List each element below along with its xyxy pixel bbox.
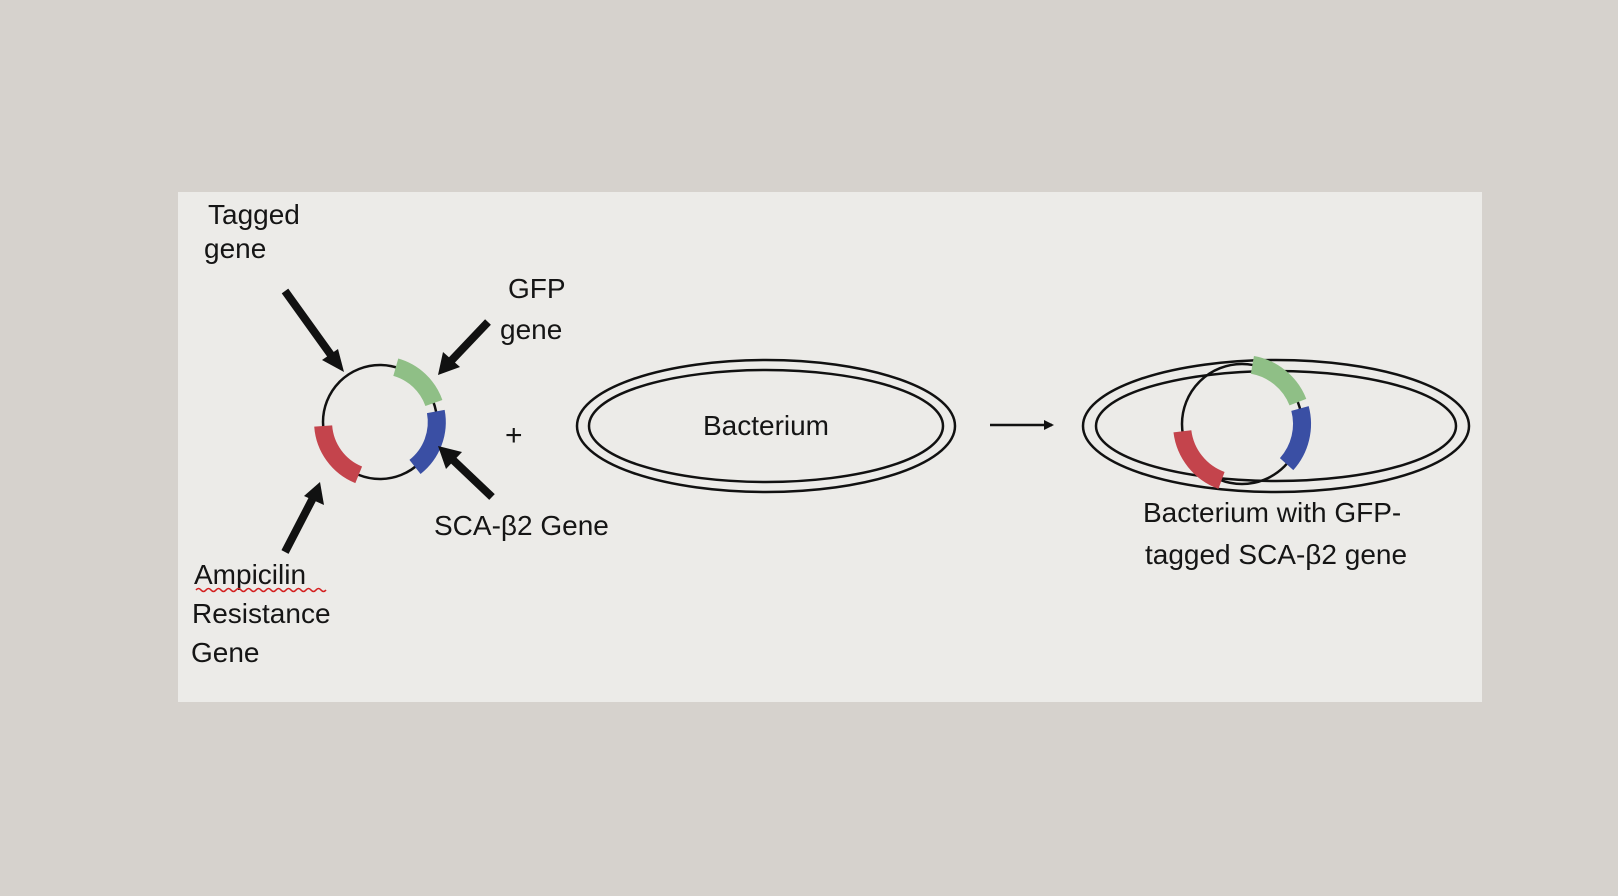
bacterium-label: Bacterium [703,410,829,441]
gfp-gene-arrow [447,319,491,365]
tagged-gene-label: Tagged gene [204,199,308,264]
tagged-gene-label-line-2: gene [204,233,266,264]
tagged-gene-label-line-1: Tagged [208,199,300,230]
tagged-gene-arrowhead [322,349,344,372]
gfp-segment [392,358,443,407]
ampicilin-label-line-3: Gene [191,637,260,668]
spellcheck-underline [195,587,327,593]
ampicilin-arrowhead [304,482,324,505]
ampicilin-label-line-1: Ampicilin [194,559,306,590]
gfp-gene-arrowhead [438,352,460,375]
ampicilin-label: Ampicilin Resistance Gene [191,559,338,668]
gfp-gene-label: GFP gene [500,273,573,345]
bacterium-outer-membrane [575,358,957,494]
tagged-gene-arrow [281,288,340,365]
sca-gene-arrowhead [438,446,462,469]
bacterium: Bacterium [575,358,957,494]
ampicilin-arrow [281,494,318,554]
inner-gfp-segment [1250,356,1307,406]
gfp-gene-label-line-1: GFP [508,273,565,304]
transformed-outer-membrane [1081,358,1471,494]
bacterium-inner-membrane [587,368,945,484]
plus-sign: + [505,419,523,452]
sca-gene-label: SCA-β2 Gene [434,510,609,541]
paper-background [178,192,1482,702]
transformed-bacterium [1081,356,1471,494]
result-label: Bacterium with GFP- tagged SCA-β2 gene [1143,497,1409,570]
inner-sca-segment [1279,406,1311,471]
sca-gene-arrow [449,456,495,500]
gfp-gene-label-line-2: gene [500,314,562,345]
inner-ampicilin-segment [1173,429,1225,489]
plasmid [314,358,446,484]
ampicilin-segment [314,424,363,484]
sca-segment [409,409,446,474]
result-label-line-1: Bacterium with GFP- [1143,497,1401,528]
ampicilin-label-line-2: Resistance [192,598,331,629]
result-label-line-2: tagged SCA-β2 gene [1145,539,1407,570]
